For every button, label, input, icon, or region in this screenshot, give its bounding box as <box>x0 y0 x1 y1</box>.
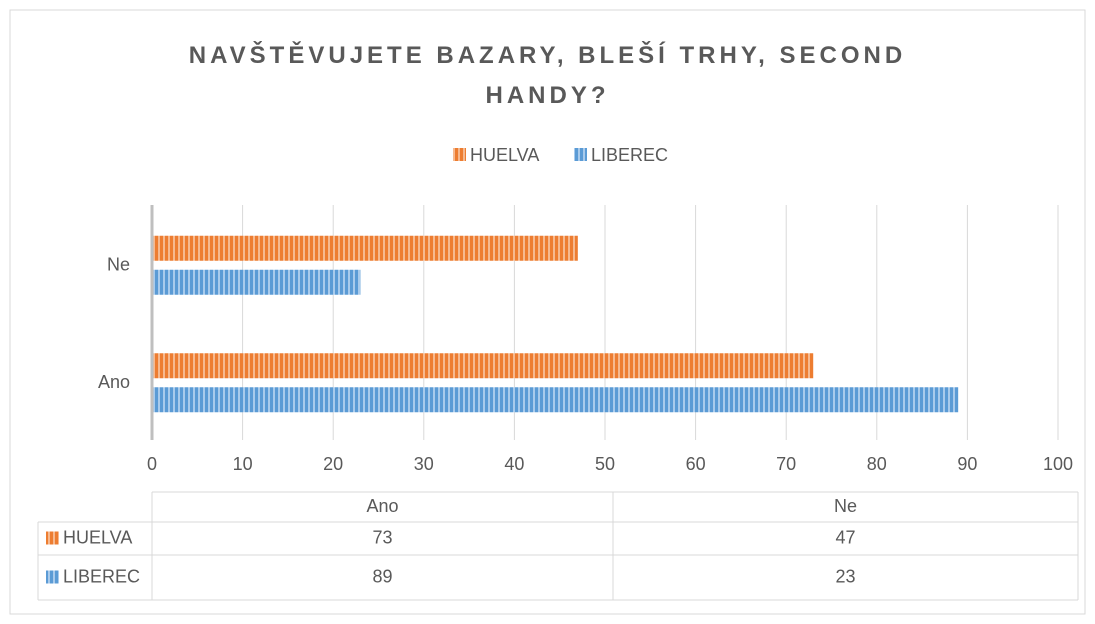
table-swatch <box>46 570 59 584</box>
x-tick-label: 100 <box>1043 454 1073 474</box>
bar <box>152 353 814 379</box>
table-row-label: LIBEREC <box>63 566 140 586</box>
chart-title: NAVŠTĚVUJETE BAZARY, BLEŠÍ TRHY, SECOND … <box>188 42 907 109</box>
x-tick-label: 30 <box>414 454 434 474</box>
table-swatch <box>46 531 59 545</box>
x-tick-label: 0 <box>147 454 157 474</box>
table-cell: 47 <box>835 527 855 547</box>
table-cell: 89 <box>372 566 392 586</box>
bar <box>152 269 361 295</box>
x-tick-label: 50 <box>595 454 615 474</box>
x-tick-label: 40 <box>504 454 524 474</box>
x-tick-label: 10 <box>233 454 253 474</box>
y-tick-label: Ne <box>107 255 130 275</box>
table-row-label: HUELVA <box>63 527 132 547</box>
legend-label: HUELVA <box>470 145 539 165</box>
table-cell: 73 <box>372 527 392 547</box>
chart-border <box>9 9 1086 615</box>
legend-swatch <box>453 148 466 161</box>
table-cell: 23 <box>835 566 855 586</box>
x-tick-label: 60 <box>686 454 706 474</box>
x-tick-label: 90 <box>957 454 977 474</box>
x-tick-label: 20 <box>323 454 343 474</box>
x-tick-label: 80 <box>867 454 887 474</box>
legend-swatch <box>574 148 587 161</box>
table-header: Ne <box>834 496 857 516</box>
bar <box>152 387 959 413</box>
bar <box>152 235 578 261</box>
legend-label: LIBEREC <box>591 145 668 165</box>
x-tick-label: 70 <box>776 454 796 474</box>
y-tick-label: Ano <box>98 372 130 392</box>
table-header: Ano <box>366 496 398 516</box>
